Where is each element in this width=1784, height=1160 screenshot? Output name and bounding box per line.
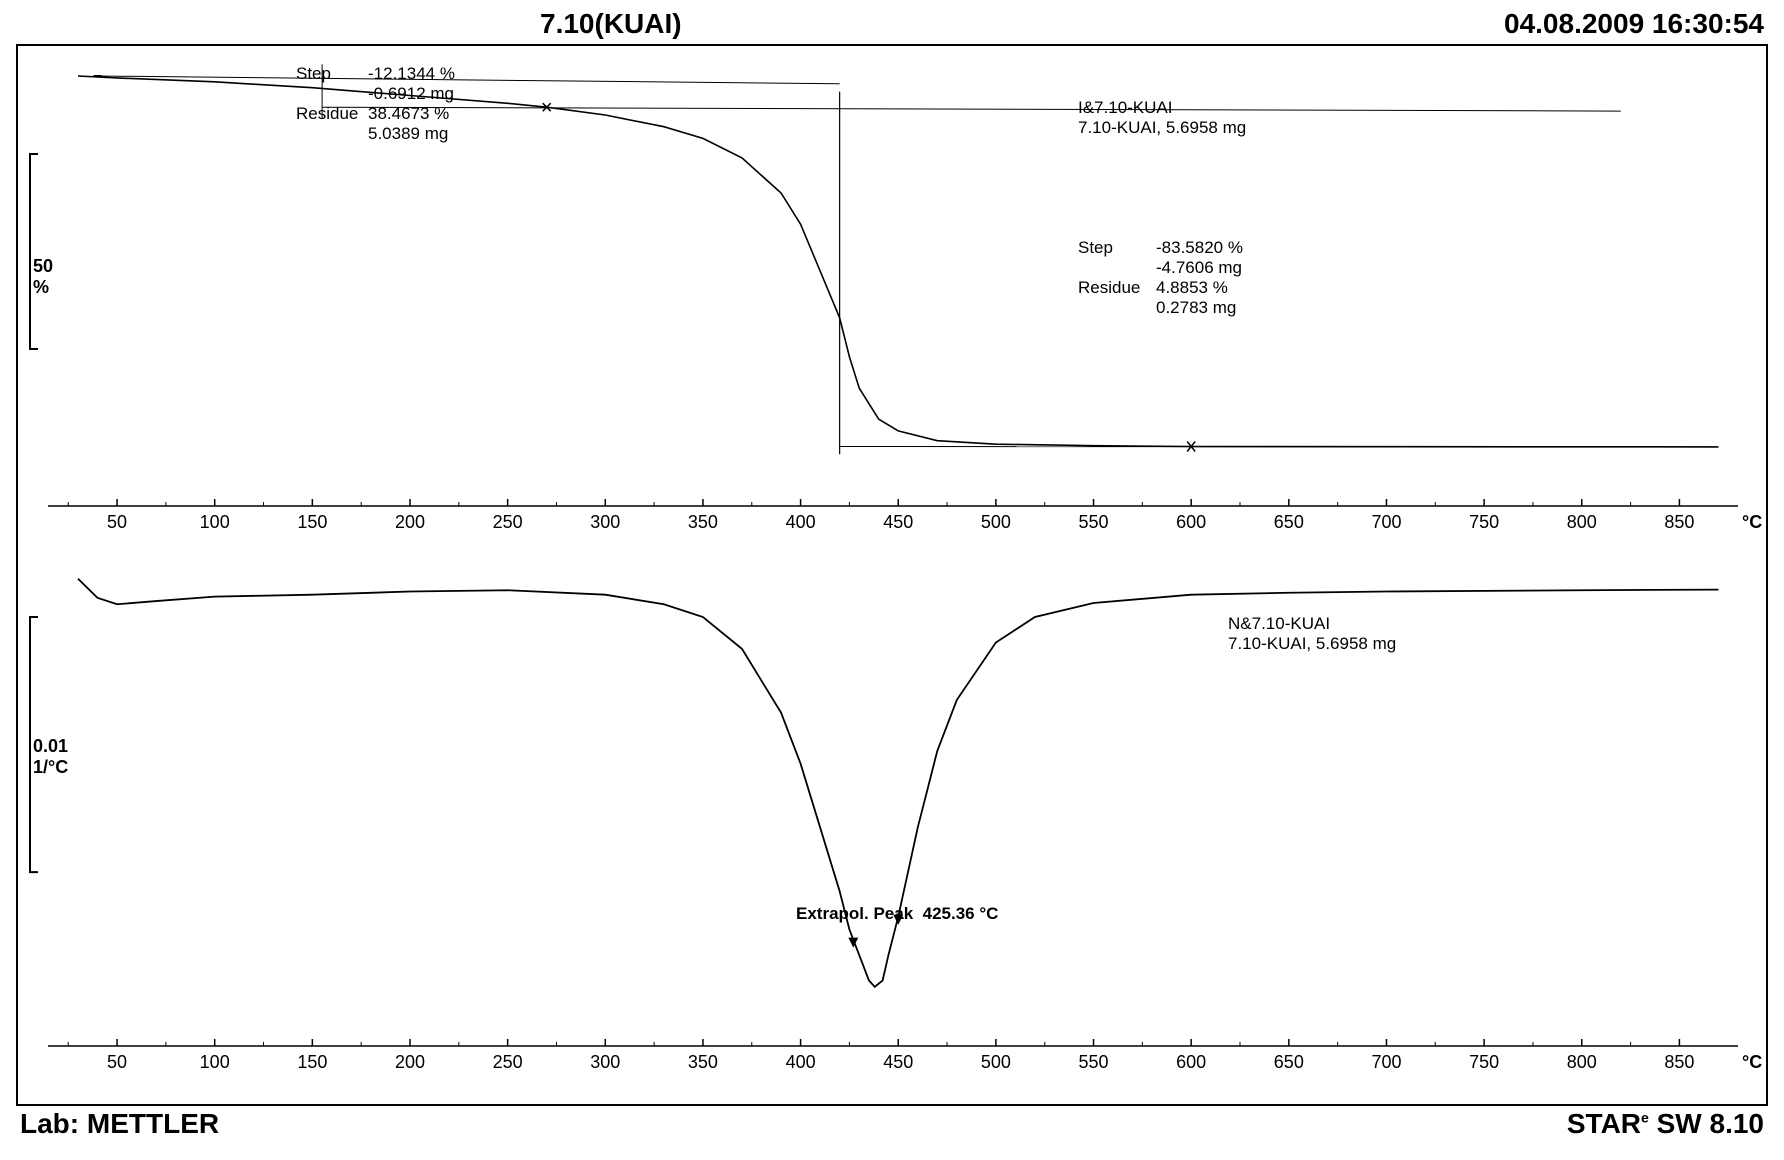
svg-text:50: 50	[107, 1052, 127, 1072]
svg-text:450: 450	[883, 1052, 913, 1072]
sample1-line2: 7.10-KUAI, 5.6958 mg	[1078, 118, 1246, 138]
step2-annotation: Step-83.5820 % -4.7606 mg Residue4.8853 …	[1078, 238, 1243, 318]
svg-text:300: 300	[590, 1052, 620, 1072]
sample1-annotation: I&7.10-KUAI 7.10-KUAI, 5.6958 mg	[1078, 98, 1246, 138]
svg-text:150: 150	[297, 1052, 327, 1072]
software-label: STARe SW 8.10	[1567, 1108, 1764, 1140]
svg-text:100: 100	[200, 1052, 230, 1072]
svg-text:650: 650	[1274, 512, 1304, 532]
svg-text:550: 550	[1079, 1052, 1109, 1072]
svg-text:350: 350	[688, 1052, 718, 1072]
step2-value-0: -83.5820 %	[1156, 238, 1243, 257]
svg-text:800: 800	[1567, 512, 1597, 532]
svg-text:750: 750	[1469, 1052, 1499, 1072]
sample2-line1: N&7.10-KUAI	[1228, 614, 1396, 634]
lab-label: Lab: METTLER	[20, 1108, 219, 1140]
svg-text:200: 200	[395, 512, 425, 532]
peak-value: 425.36 °C	[923, 904, 999, 923]
step2-value-2: 4.8853 %	[1156, 278, 1228, 297]
svg-text:200: 200	[395, 1052, 425, 1072]
upper-ylabel-main: 50	[33, 256, 53, 277]
svg-text:350: 350	[688, 512, 718, 532]
svg-text:150: 150	[297, 512, 327, 532]
svg-text:600: 600	[1176, 1052, 1206, 1072]
svg-text:°C: °C	[1742, 1052, 1762, 1072]
step2-label-0: Step	[1078, 238, 1156, 258]
svg-text:250: 250	[493, 1052, 523, 1072]
step1-value-3: 5.0389 mg	[368, 124, 448, 143]
sample1-line1: I&7.10-KUAI	[1078, 98, 1246, 118]
footer: Lab: METTLER STARe SW 8.10	[0, 1106, 1784, 1140]
svg-text:250: 250	[493, 512, 523, 532]
svg-text:100: 100	[200, 512, 230, 532]
peak-annotation: Extrapol. Peak 425.36 °C	[796, 904, 998, 924]
svg-text:300: 300	[590, 512, 620, 532]
peak-label: Extrapol. Peak	[796, 904, 913, 923]
svg-text:800: 800	[1567, 1052, 1597, 1072]
step2-value-3: 0.2783 mg	[1156, 298, 1236, 317]
lower-ylabel: 0.01 1/°C	[33, 736, 68, 778]
chart-svg: 50 100 150 200 250 300 350 400 450 500 550 600 650 70…	[18, 46, 1766, 1102]
step2-value-1: -4.7606 mg	[1156, 258, 1242, 277]
svg-text:°C: °C	[1742, 512, 1762, 532]
chart-title: 7.10(KUAI)	[540, 8, 682, 40]
svg-text:400: 400	[786, 1052, 816, 1072]
svg-text:450: 450	[883, 512, 913, 532]
timestamp: 04.08.2009 16:30:54	[1504, 8, 1764, 40]
sample2-annotation: N&7.10-KUAI 7.10-KUAI, 5.6958 mg	[1228, 614, 1396, 654]
svg-text:500: 500	[981, 1052, 1011, 1072]
chart-frame: 50 100 150 200 250 300 350 400 450 500 550 600 650 70…	[16, 44, 1768, 1106]
upper-ylabel-unit: %	[33, 277, 53, 298]
sample2-line2: 7.10-KUAI, 5.6958 mg	[1228, 634, 1396, 654]
svg-text:550: 550	[1079, 512, 1109, 532]
svg-text:600: 600	[1176, 512, 1206, 532]
svg-text:700: 700	[1371, 512, 1401, 532]
step1-value-1: -0.6912 mg	[368, 84, 454, 103]
step1-label-2: Residue	[296, 104, 368, 124]
svg-text:700: 700	[1371, 1052, 1401, 1072]
lower-ylabel-main: 0.01	[33, 736, 68, 757]
svg-text:850: 850	[1664, 1052, 1694, 1072]
upper-ylabel: 50 %	[33, 256, 53, 298]
step1-label-0: Step	[296, 64, 368, 84]
svg-text:850: 850	[1664, 512, 1694, 532]
svg-text:50: 50	[107, 512, 127, 532]
step1-value-2: 38.4673 %	[368, 104, 449, 123]
svg-text:400: 400	[786, 512, 816, 532]
step1-annotation: Step-12.1344 % -0.6912 mg Residue38.4673…	[296, 64, 455, 144]
header: 7.10(KUAI) 04.08.2009 16:30:54	[0, 0, 1784, 44]
svg-text:500: 500	[981, 512, 1011, 532]
svg-text:750: 750	[1469, 512, 1499, 532]
step1-value-0: -12.1344 %	[368, 64, 455, 83]
svg-text:650: 650	[1274, 1052, 1304, 1072]
step2-label-2: Residue	[1078, 278, 1156, 298]
lower-ylabel-unit: 1/°C	[33, 757, 68, 778]
